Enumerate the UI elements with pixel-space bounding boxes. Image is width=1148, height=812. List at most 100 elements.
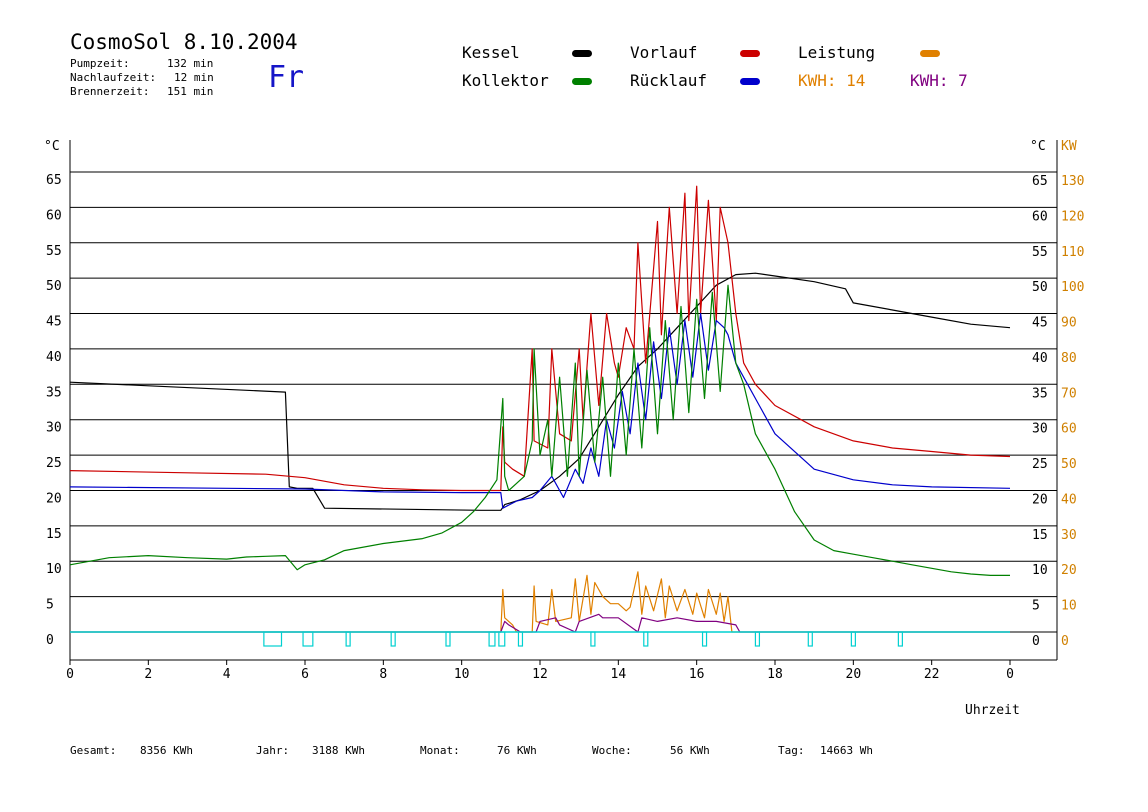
y-axis-unit-left: °C — [44, 139, 60, 154]
pump-pulse — [345, 631, 351, 647]
legend-vorlauf-swatch — [740, 50, 760, 57]
series-line-kessel — [69, 272, 1011, 511]
x-tick-label: 14 — [611, 667, 627, 682]
y-tick-left: 5 — [46, 598, 54, 613]
footer-value-tag: 14663 Wh — [820, 744, 873, 757]
footer-label-gesamt: Gesamt: — [70, 744, 117, 757]
y-tick-left: 10 — [46, 562, 62, 577]
legend-ruecklauf-swatch — [740, 78, 760, 85]
legend-kollektor: Kollektor — [462, 71, 549, 90]
y-tick-right: 40 — [1032, 351, 1048, 366]
y-tick-kw: 0 — [1061, 634, 1069, 649]
stat-value-nachlauf: 12 min — [174, 71, 214, 84]
footer-value-woche: 56 KWh — [670, 744, 710, 757]
pump-pulse — [445, 631, 451, 647]
y-tick-kw: 60 — [1061, 422, 1077, 437]
y-tick-left: 25 — [46, 456, 62, 471]
y-tick-left: 40 — [46, 350, 62, 365]
y-tick-left: 55 — [46, 244, 62, 259]
y-tick-right: 30 — [1032, 422, 1048, 437]
pump-pulse — [590, 631, 596, 647]
y-tick-left: 30 — [46, 421, 62, 436]
x-tick-label: 12 — [532, 667, 548, 682]
weekday-label: Fr — [268, 60, 305, 95]
x-axis-label: Uhrzeit — [965, 703, 1020, 718]
y-tick-kw: 30 — [1061, 528, 1077, 543]
pump-pulse — [390, 631, 396, 647]
y-tick-kw: 40 — [1061, 492, 1077, 507]
chart-series — [69, 185, 1011, 633]
y-tick-left: 60 — [46, 208, 62, 223]
stat-value-pump: 132 min — [167, 57, 214, 70]
y-axis-unit-kw: KW — [1061, 139, 1077, 154]
footer-value-gesamt: 8356 KWh — [140, 744, 193, 757]
y-tick-left: 45 — [46, 315, 62, 330]
legend-vorlauf: Vorlauf — [630, 43, 698, 62]
y-tick-left: 0 — [46, 633, 54, 648]
stat-label-brenner: Brennerzeit: — [70, 85, 150, 98]
x-tick-label: 2 — [144, 667, 152, 682]
x-tick-label: 4 — [223, 667, 231, 682]
x-tick-label: 16 — [689, 667, 705, 682]
pump-pulse — [897, 631, 903, 647]
y-tick-kw: 90 — [1061, 316, 1077, 331]
pump-pulse — [754, 631, 761, 647]
y-tick-kw: 10 — [1061, 599, 1077, 614]
y-tick-right: 35 — [1032, 386, 1048, 401]
x-tick-label: 0 — [66, 667, 74, 682]
legend-kollektor-swatch — [572, 78, 592, 85]
pump-pulse — [302, 631, 314, 647]
chart-grid — [70, 171, 1057, 633]
y-tick-right: 10 — [1032, 563, 1048, 578]
footer-label-tag: Tag: — [778, 744, 805, 757]
y-tick-left: 65 — [46, 173, 62, 188]
stat-label-pump: Pumpzeit: — [70, 57, 130, 70]
legend-leistung-swatch — [920, 50, 940, 57]
legend-kwh-secondary: KWH: 7 — [910, 71, 968, 90]
y-tick-right: 45 — [1032, 316, 1048, 331]
y-tick-kw: 130 — [1061, 174, 1084, 189]
y-tick-kw: 80 — [1061, 351, 1077, 366]
pump-pulse — [263, 631, 283, 647]
y-tick-right: 0 — [1032, 634, 1040, 649]
series-line-rcklauf — [69, 312, 1011, 509]
legend-kwh-total: KWH: 14 — [798, 71, 866, 90]
x-tick-label: 8 — [379, 667, 387, 682]
series-line-kollektor — [69, 284, 1010, 577]
x-tick-label: 0 — [1006, 667, 1014, 682]
y-tick-kw: 50 — [1061, 457, 1077, 472]
y-tick-right: 5 — [1032, 599, 1040, 614]
y-tick-left: 20 — [46, 491, 62, 506]
y-tick-kw: 70 — [1061, 386, 1077, 401]
stat-value-brenner: 151 min — [167, 85, 214, 98]
chart-axes — [69, 140, 1058, 661]
footer-label-jahr: Jahr: — [256, 744, 290, 757]
x-tick-label: 6 — [301, 667, 309, 682]
pump-pulse — [517, 631, 524, 647]
y-tick-kw: 110 — [1061, 245, 1084, 260]
pump-pulse — [488, 631, 496, 647]
series-line-leistung-secondary — [70, 613, 1010, 633]
series-line-leistung — [70, 571, 1010, 633]
y-tick-kw: 20 — [1061, 563, 1077, 578]
pump-pulse — [643, 631, 649, 647]
footer-value-jahr: 3188 KWh — [312, 744, 365, 757]
y-tick-right: 60 — [1032, 209, 1048, 224]
y-tick-right: 50 — [1032, 280, 1048, 295]
footer-label-monat: Monat: — [420, 744, 460, 757]
x-tick-label: 22 — [924, 667, 940, 682]
x-tick-label: 18 — [767, 667, 783, 682]
y-tick-kw: 100 — [1061, 280, 1084, 295]
pump-pulse — [701, 631, 708, 647]
series-line-vorlauf — [69, 185, 1011, 492]
y-tick-right: 15 — [1032, 528, 1048, 543]
pump-pulse — [498, 631, 506, 647]
legend-ruecklauf: Rücklauf — [630, 71, 708, 90]
page-title: CosmoSol 8.10.2004 — [70, 30, 298, 54]
legend-leistung: Leistung — [798, 43, 876, 62]
pump-bars — [70, 631, 1010, 647]
y-tick-right: 20 — [1032, 492, 1048, 507]
x-tick-label: 10 — [454, 667, 470, 682]
